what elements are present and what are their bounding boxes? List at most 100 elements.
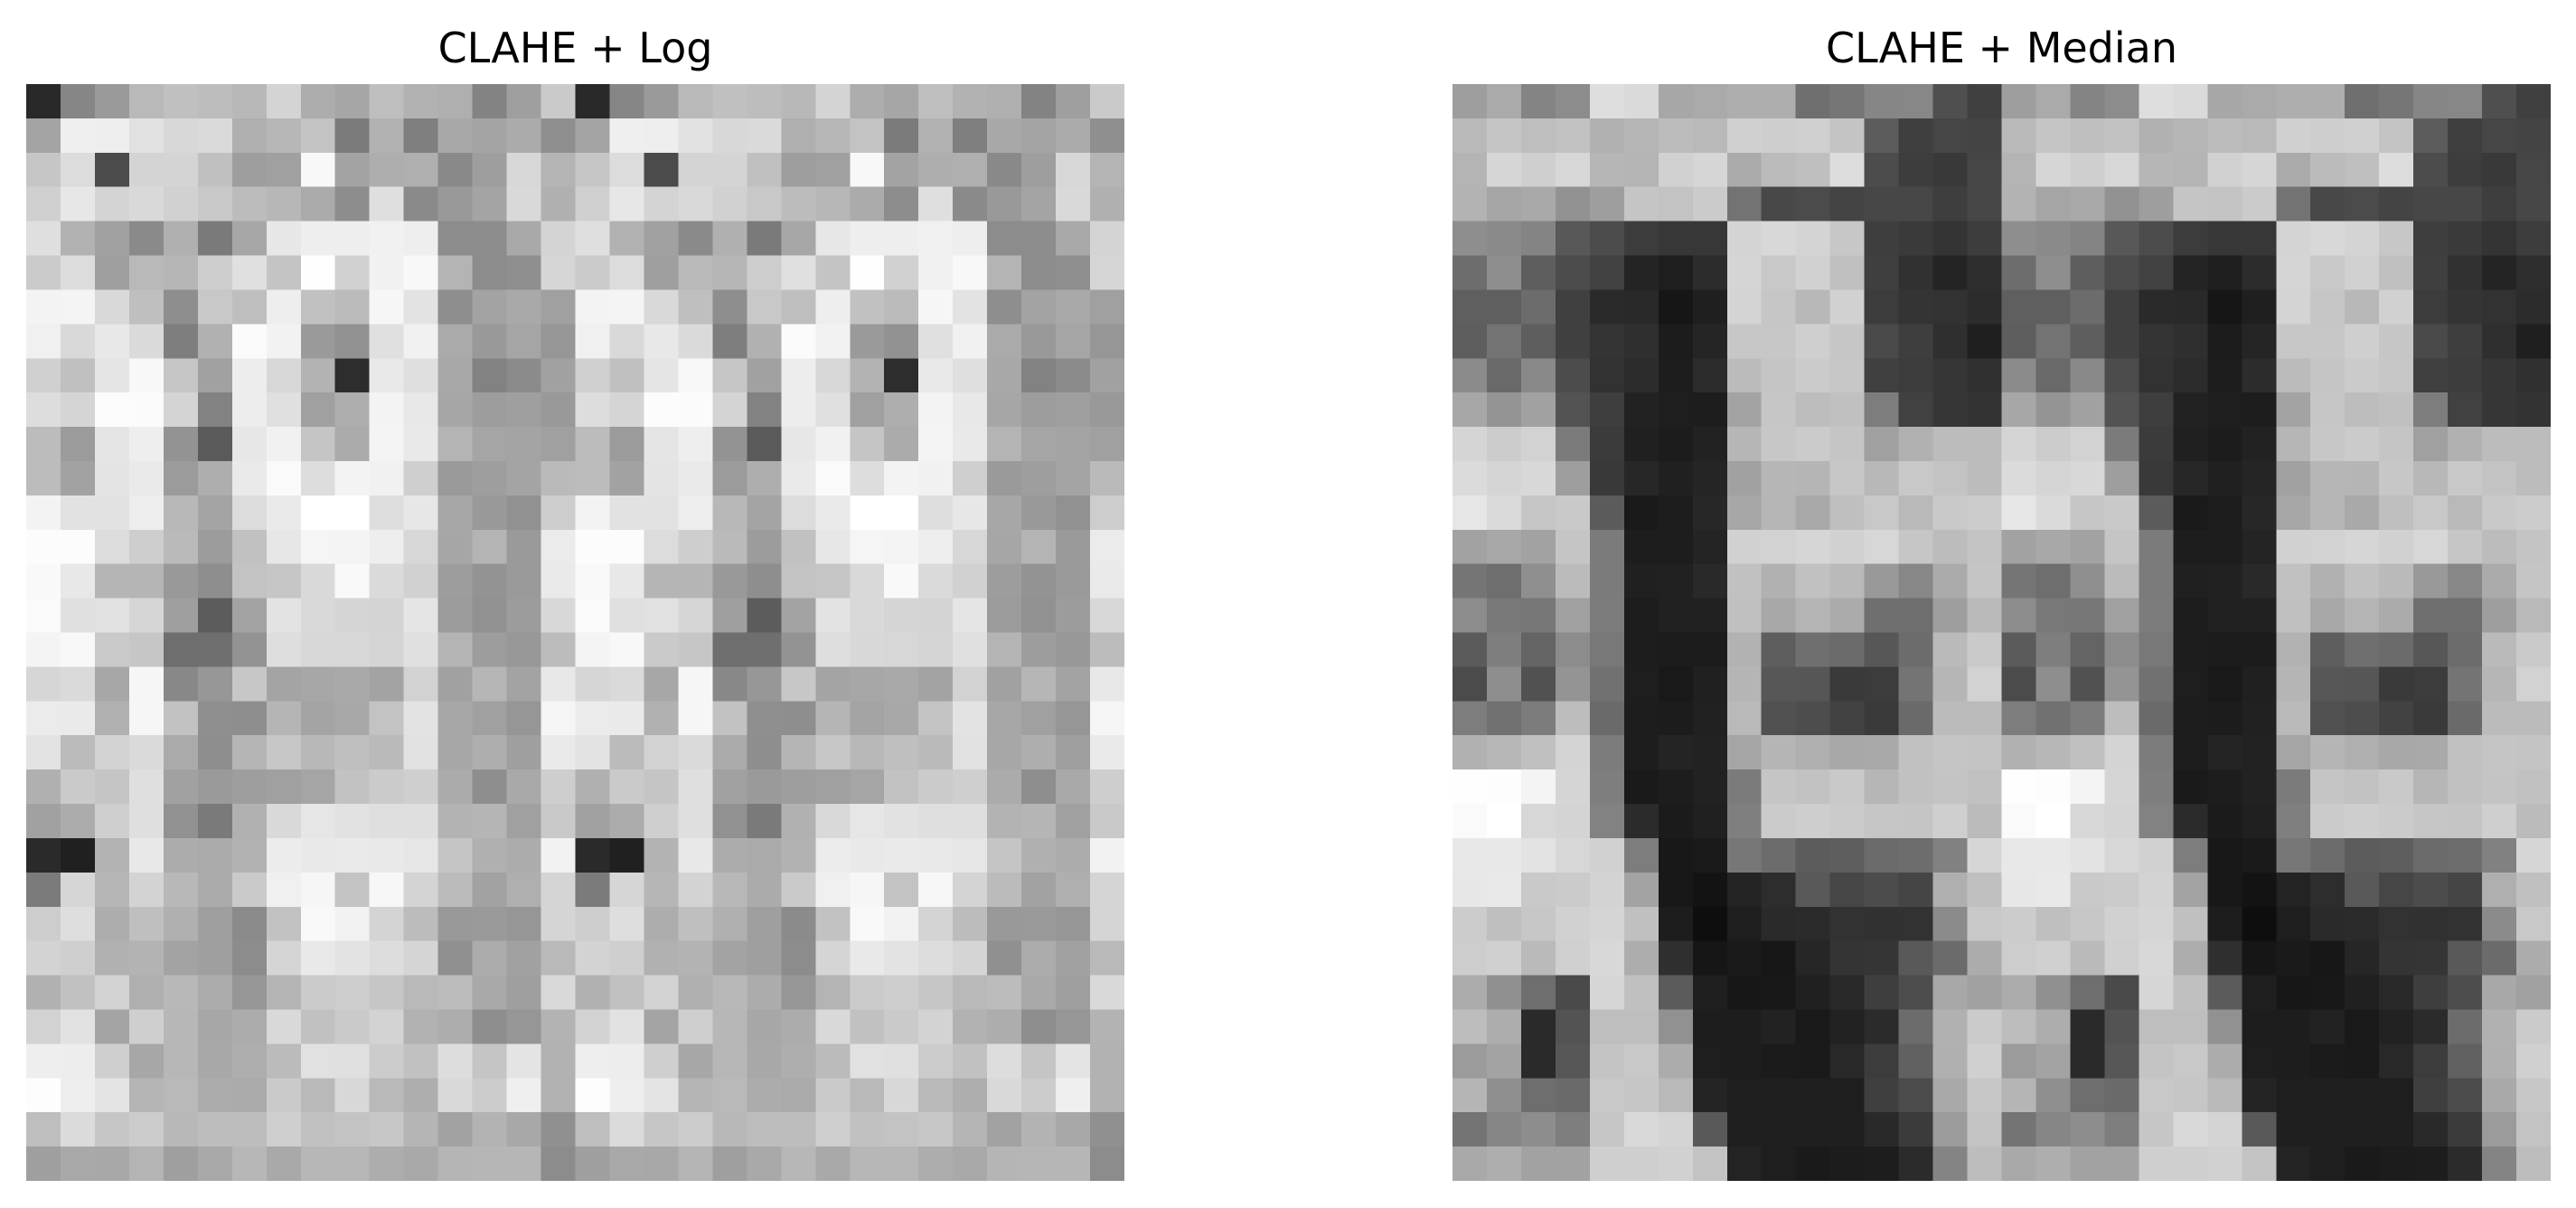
image-pixel: [1864, 872, 1900, 908]
image-pixel: [1589, 735, 1625, 770]
image-pixel: [644, 735, 680, 770]
image-pixel: [918, 872, 954, 908]
image-pixel: [850, 940, 885, 977]
image-pixel: [1692, 358, 1728, 393]
image-pixel: [231, 837, 268, 873]
image-pixel: [1829, 118, 1866, 154]
image-pixel: [1056, 221, 1091, 257]
image-pixel: [2207, 358, 2243, 393]
image-pixel: [678, 1078, 714, 1113]
image-pixel: [1898, 1112, 1934, 1147]
image-pixel: [2276, 940, 2311, 977]
image-pixel: [1898, 392, 1934, 428]
image-pixel: [2482, 1147, 2517, 1181]
image-pixel: [300, 1112, 336, 1147]
image-pixel: [1623, 529, 1659, 565]
image-pixel: [1658, 84, 1694, 119]
image-pixel: [197, 837, 233, 873]
image-pixel: [1761, 495, 1797, 531]
image-pixel: [1692, 872, 1728, 908]
image-pixel: [266, 837, 302, 873]
image-pixel: [2173, 872, 2209, 908]
image-pixel: [541, 118, 577, 154]
image-pixel: [1520, 324, 1556, 360]
image-pixel: [850, 735, 885, 770]
image-pixel: [369, 1009, 405, 1045]
image-pixel: [644, 701, 680, 736]
image-pixel: [884, 769, 919, 805]
image-pixel: [369, 906, 405, 942]
image-pixel: [2242, 460, 2278, 496]
image-pixel: [2310, 392, 2346, 428]
image-pixel: [1795, 1078, 1831, 1113]
image-pixel: [2139, 427, 2175, 462]
image-pixel: [2173, 940, 2209, 977]
image-pixel: [850, 666, 885, 703]
image-pixel: [1453, 1043, 1488, 1080]
image-pixel: [1056, 152, 1091, 188]
image-pixel: [2413, 392, 2449, 428]
image-pixel: [678, 701, 714, 736]
image-pixel: [1967, 1043, 2003, 1080]
image-pixel: [403, 529, 439, 565]
image-pixel: [2413, 1009, 2449, 1045]
image-pixel: [266, 1009, 302, 1045]
image-pixel: [2482, 1009, 2517, 1045]
image-pixel: [1486, 358, 1522, 393]
image-pixel: [1967, 701, 2003, 736]
image-pixel: [850, 84, 885, 119]
image-pixel: [1761, 563, 1797, 599]
image-pixel: [2482, 735, 2517, 770]
image-pixel: [1932, 358, 1969, 393]
image-pixel: [1967, 769, 2003, 805]
image-pixel: [2070, 804, 2106, 839]
image-pixel: [403, 1112, 439, 1147]
image-pixel: [2207, 666, 2243, 703]
image-pixel: [747, 186, 783, 222]
image-pixel: [815, 906, 851, 942]
image-pixel: [1932, 1043, 1969, 1080]
image-pixel: [1898, 152, 1934, 188]
image-pixel: [644, 1009, 680, 1045]
image-pixel: [94, 1147, 130, 1181]
image-pixel: [1453, 1147, 1488, 1181]
image-pixel: [678, 152, 714, 188]
image-pixel: [2345, 872, 2380, 908]
image-pixel: [334, 84, 371, 119]
image-pixel: [1520, 427, 1556, 462]
image-pixel: [575, 529, 611, 565]
image-pixel: [266, 1147, 302, 1181]
image-pixel: [2173, 84, 2209, 119]
image-pixel: [2448, 1009, 2483, 1045]
image-pixel: [2070, 769, 2106, 805]
image-pixel: [1589, 1009, 1625, 1045]
image-pixel: [2035, 289, 2072, 326]
image-pixel: [1795, 598, 1831, 634]
image-pixel: [403, 563, 439, 599]
image-pixel: [2001, 358, 2037, 393]
image-pixel: [850, 1078, 885, 1113]
image-pixel: [2139, 460, 2175, 496]
image-pixel: [2345, 906, 2380, 942]
image-pixel: [1692, 975, 1728, 1011]
image-pixel: [403, 427, 439, 462]
image-pixel: [1486, 118, 1522, 154]
image-pixel: [1864, 529, 1900, 565]
image-pixel: [266, 392, 302, 428]
image-pixel: [1726, 1112, 1763, 1147]
image-pixel: [1486, 1147, 1522, 1181]
image-pixel: [678, 392, 714, 428]
image-pixel: [1090, 427, 1124, 462]
image-pixel: [1726, 427, 1763, 462]
image-pixel: [2207, 221, 2243, 257]
image-pixel: [300, 940, 336, 977]
image-pixel: [1967, 152, 2003, 188]
image-pixel: [2001, 701, 2037, 736]
image-pixel: [2379, 666, 2414, 703]
image-pixel: [1589, 701, 1625, 736]
image-pixel: [94, 837, 130, 873]
image-pixel: [541, 358, 577, 393]
image-pixel: [781, 152, 817, 188]
image-pixel: [2242, 1078, 2278, 1113]
image-pixel: [987, 1078, 1022, 1113]
